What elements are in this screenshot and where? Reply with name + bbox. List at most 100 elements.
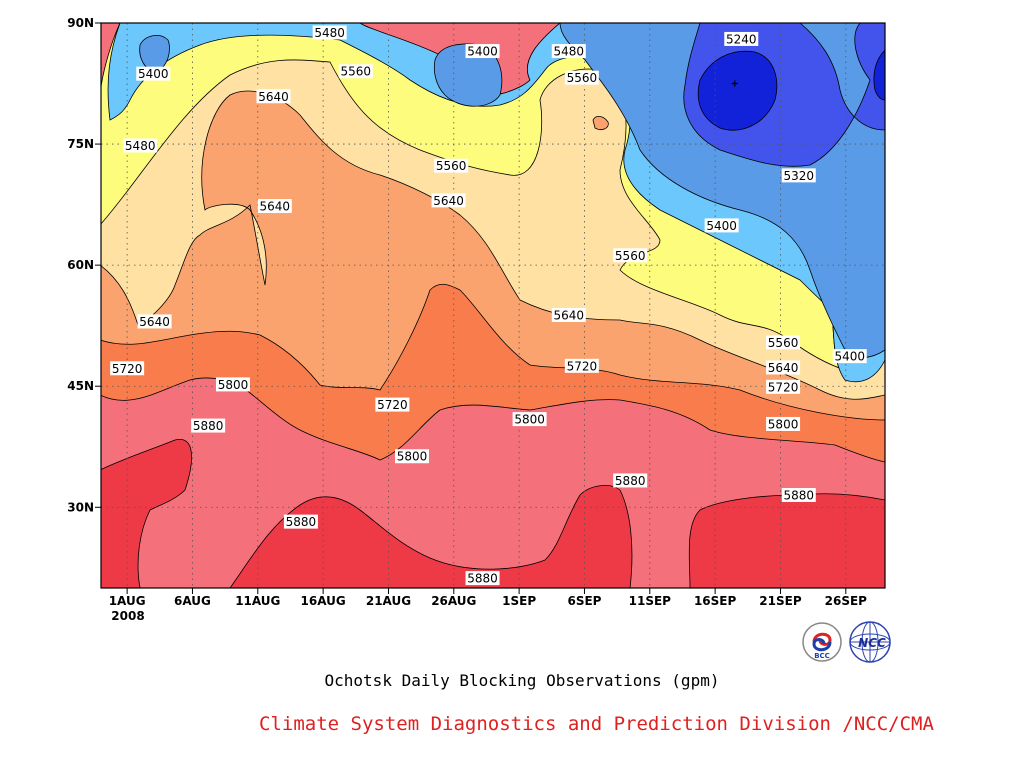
contour-label: 5400 bbox=[136, 66, 171, 81]
contour-label-text: 5640 bbox=[139, 315, 170, 329]
band-5320-west-blob bbox=[139, 35, 170, 73]
contour-label-bg bbox=[564, 70, 599, 85]
contour-label-bg bbox=[766, 335, 801, 350]
contour-label-bg bbox=[375, 397, 410, 412]
contour-label-text: 5480 bbox=[125, 139, 156, 153]
chart-caption: Ochotsk Daily Blocking Observations (gpm… bbox=[324, 671, 720, 690]
contour-labels: 5480 5400 5400 5480 5240 5560 5560 5640 5480 5320… bbox=[110, 25, 867, 586]
plot-frame bbox=[100, 22, 886, 589]
contour-label: 5560 bbox=[766, 335, 801, 350]
contour-label-text: 5880 bbox=[286, 515, 317, 529]
contour-label-text: 5720 bbox=[112, 362, 143, 376]
contour-label: 5880 bbox=[283, 514, 318, 529]
contour-label-bg bbox=[283, 514, 318, 529]
contour-label-bg bbox=[766, 379, 801, 394]
x-tick-label: 26SEP bbox=[825, 594, 868, 608]
contour-label: 5640 bbox=[256, 89, 291, 104]
contour-label-bg bbox=[123, 138, 158, 153]
contour-label-bg bbox=[832, 349, 867, 364]
x-tick-label: 1SEP bbox=[502, 594, 536, 608]
y-axis: 30N 45N 60N 75N 90N bbox=[67, 16, 101, 514]
bcc-logo-icon: BCC bbox=[802, 622, 842, 662]
contour-label-text: 5480 bbox=[554, 45, 585, 59]
contour-label-bg bbox=[724, 31, 759, 46]
y-tick-label: 75N bbox=[67, 137, 94, 151]
contour-label-bg bbox=[551, 44, 586, 59]
contour-label: 5640 bbox=[137, 314, 172, 329]
contour-label: 5480 bbox=[551, 44, 586, 59]
contour-label-text: 5720 bbox=[377, 398, 408, 412]
y-tick-label: 90N bbox=[67, 16, 94, 30]
x-tick-label: 11AUG bbox=[235, 594, 280, 608]
contour-label: 5880 bbox=[613, 473, 648, 488]
contour-label-text: 5800 bbox=[397, 450, 428, 464]
band-below-5240 bbox=[697, 50, 778, 131]
band-5880-west bbox=[101, 439, 192, 588]
contour-label-text: 5240 bbox=[726, 32, 757, 46]
contour-label-text: 5880 bbox=[193, 419, 224, 433]
contour-label-text: 5400 bbox=[706, 219, 737, 233]
contour-label-text: 5640 bbox=[554, 308, 585, 322]
contour-label-bg bbox=[191, 418, 226, 433]
contour-label-text: 5800 bbox=[514, 413, 545, 427]
contour-label-bg bbox=[564, 358, 599, 373]
x-tick-label: 21SEP bbox=[759, 594, 802, 608]
contour-label-text: 5400 bbox=[834, 350, 865, 364]
contour-label-bg bbox=[137, 314, 172, 329]
contour-label: 5720 bbox=[375, 397, 410, 412]
contour-label: 5400 bbox=[704, 218, 739, 233]
contour-label-text: 5560 bbox=[341, 65, 372, 79]
contour-label-text: 5640 bbox=[258, 90, 289, 104]
credit-line: Climate System Diagnostics and Predictio… bbox=[259, 713, 934, 735]
contour-label-bg bbox=[136, 66, 171, 81]
contour-label-bg bbox=[465, 44, 500, 59]
contour-label-bg bbox=[613, 473, 648, 488]
contour-label: 5400 bbox=[832, 349, 867, 364]
contour-label: 5400 bbox=[465, 44, 500, 59]
contour-label-text: 5560 bbox=[615, 249, 646, 263]
contour-label-text: 5880 bbox=[615, 474, 646, 488]
contour-fills bbox=[101, 23, 885, 588]
contour-label: 5640 bbox=[766, 360, 801, 375]
contour-label: 5640 bbox=[257, 199, 292, 214]
contour-label-bg bbox=[312, 25, 347, 40]
contour-label-text: 5560 bbox=[436, 159, 467, 173]
y-tick-label: 60N bbox=[67, 258, 94, 272]
contour-label: 5480 bbox=[312, 25, 347, 40]
contour-label-bg bbox=[338, 64, 373, 79]
low-center-marker bbox=[731, 80, 738, 87]
band-5880-east bbox=[688, 493, 885, 588]
contour-label: 5640 bbox=[551, 307, 586, 322]
contour-label: 5800 bbox=[512, 412, 547, 427]
x-tick-label: 21AUG bbox=[366, 594, 411, 608]
contour-label: 5800 bbox=[766, 416, 801, 431]
contour-label-bg bbox=[704, 218, 739, 233]
contour-label-text: 5640 bbox=[768, 361, 799, 375]
contour-label: 5800 bbox=[394, 449, 429, 464]
bcc-logo-text: BCC bbox=[814, 652, 830, 660]
contour-label: 5880 bbox=[191, 418, 226, 433]
contour-label: 5720 bbox=[766, 379, 801, 394]
y-tick-label: 30N bbox=[67, 500, 94, 514]
contour-label: 5560 bbox=[564, 70, 599, 85]
contour-label-bg bbox=[257, 199, 292, 214]
contour-label-bg bbox=[781, 168, 816, 183]
contour-label: 5640 bbox=[431, 193, 466, 208]
contour-label: 5560 bbox=[338, 64, 373, 79]
x-tick-label: 6SEP bbox=[567, 594, 601, 608]
contour-label-text: 5800 bbox=[218, 378, 249, 392]
ncc-logo-icon: NCC bbox=[849, 621, 891, 663]
contour-label: 5880 bbox=[781, 487, 816, 502]
x-tick-label: 11SEP bbox=[629, 594, 672, 608]
contour-label-text: 5400 bbox=[138, 67, 169, 81]
band-5640-small-high bbox=[592, 116, 609, 130]
contour-label-bg bbox=[781, 487, 816, 502]
x-axis-year-label: 2008 bbox=[111, 609, 144, 623]
contour-label-text: 5800 bbox=[768, 417, 799, 431]
contour-label: 5560 bbox=[613, 248, 648, 263]
contour-label-text: 5880 bbox=[467, 572, 498, 586]
contour-label-text: 5400 bbox=[467, 45, 498, 59]
contour-label-bg bbox=[394, 449, 429, 464]
contour-label-bg bbox=[465, 571, 500, 586]
